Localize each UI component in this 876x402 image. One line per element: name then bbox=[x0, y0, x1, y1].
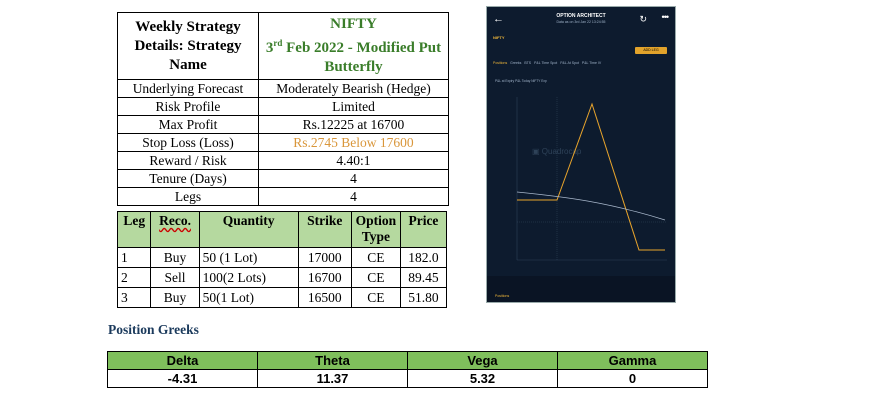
detail-value: Rs.2745 Below 17600 bbox=[258, 133, 449, 152]
reco-cell: Buy bbox=[150, 287, 200, 308]
phone-tab[interactable]: Greeks bbox=[510, 61, 522, 65]
detail-row: Max Profit Rs.12225 at 16700 bbox=[117, 115, 449, 134]
detail-value: Moderately Bearish (Hedge) bbox=[258, 79, 449, 98]
greek-delta-header: Delta bbox=[107, 351, 258, 370]
strategy-date-suffix: rd bbox=[273, 38, 283, 48]
detail-key: Legs bbox=[117, 187, 259, 206]
strike-cell: 16500 bbox=[297, 287, 352, 308]
type-cell: CE bbox=[350, 267, 401, 288]
phone-tab[interactable]: P&L Time IV bbox=[581, 61, 602, 65]
detail-key: Stop Loss (Loss) bbox=[117, 133, 259, 152]
reco-cell: Buy bbox=[150, 247, 200, 268]
greek-theta-header: Theta bbox=[257, 351, 408, 370]
detail-value: 4 bbox=[258, 187, 449, 206]
leg-cell: 3 bbox=[116, 287, 152, 308]
strategy-name-label: Weekly Strategy Details: Strategy Name bbox=[117, 12, 259, 80]
phone-tab[interactable]: P&L Time Spot bbox=[534, 61, 558, 65]
col-price: Price bbox=[399, 211, 448, 248]
detail-key: Tenure (Days) bbox=[117, 169, 259, 188]
payoff-today-line bbox=[516, 191, 666, 221]
leg-cell: 2 bbox=[116, 267, 152, 288]
greek-vega-value: 5.32 bbox=[407, 369, 558, 388]
strike-cell: 16700 bbox=[297, 267, 352, 288]
legs-header-row: Leg Reco. Quantity Strike Option Type Pr… bbox=[116, 211, 448, 248]
leg-cell: 1 bbox=[116, 247, 152, 268]
phone-tabs: Positions Greeks BTS P&L Time Spot P&L A… bbox=[493, 61, 601, 65]
payoff-chart bbox=[516, 97, 667, 261]
detail-row: Underlying Forecast Moderately Bearish (… bbox=[117, 79, 449, 98]
payoff-expiry-line bbox=[517, 102, 665, 251]
legs-table: Leg Reco. Quantity Strike Option Type Pr… bbox=[116, 211, 448, 308]
greek-vega-header: Vega bbox=[407, 351, 558, 370]
back-arrow-icon[interactable]: ← bbox=[493, 13, 504, 25]
detail-row: Reward / Risk 4.40:1 bbox=[117, 151, 449, 170]
greeks-value-row: -4.31 11.37 5.32 0 bbox=[107, 369, 708, 388]
quantity-cell: 100(2 Lots) bbox=[198, 267, 299, 288]
detail-value: 4.40:1 bbox=[258, 151, 449, 170]
strategy-name-value: NIFTY 3rd Feb 2022 - Modified Put Butter… bbox=[258, 12, 449, 80]
col-option-type: Option Type bbox=[350, 211, 401, 248]
strike-cell: 17000 bbox=[297, 247, 352, 268]
nav-positions[interactable]: Positions bbox=[495, 294, 510, 298]
greeks-table: Delta Theta Vega Gamma -4.31 11.37 5.32 … bbox=[107, 351, 708, 388]
phone-tab[interactable]: Positions bbox=[493, 61, 508, 65]
strategy-header-row: Weekly Strategy Details: Strategy Name N… bbox=[117, 12, 449, 80]
phone-app-title: OPTION ARCHITECT bbox=[556, 13, 606, 19]
detail-key: Max Profit bbox=[117, 115, 259, 134]
refresh-icon[interactable]: ↻ bbox=[639, 14, 647, 24]
detail-row: Legs 4 bbox=[117, 187, 449, 206]
quantity-cell: 50(1 Lot) bbox=[198, 287, 299, 308]
phone-navbar: Positions bbox=[487, 276, 675, 302]
phone-symbol-row: NIFTY bbox=[493, 35, 505, 40]
strategy-details-table: Weekly Strategy Details: Strategy Name N… bbox=[117, 12, 449, 206]
strategy-name-rest: Feb 2022 - Modified Put Butterfly bbox=[282, 40, 442, 75]
greek-theta-value: 11.37 bbox=[257, 369, 408, 388]
price-cell: 51.80 bbox=[399, 287, 448, 308]
phone-screenshot: ← OPTION ARCHITECT Data as on 3rd Jan 22… bbox=[486, 6, 676, 303]
detail-key: Risk Profile bbox=[117, 97, 259, 116]
greek-gamma-value: 0 bbox=[557, 369, 708, 388]
detail-row: Tenure (Days) 4 bbox=[117, 169, 449, 188]
table-row: 3 Buy 50(1 Lot) 16500 CE 51.80 bbox=[116, 287, 448, 308]
col-reco: Reco. bbox=[150, 211, 200, 248]
detail-value: Limited bbox=[258, 97, 449, 116]
table-row: 1 Buy 50 (1 Lot) 17000 CE 182.0 bbox=[116, 247, 448, 268]
greeks-header-row: Delta Theta Vega Gamma bbox=[107, 351, 708, 370]
greek-delta-value: -4.31 bbox=[107, 369, 258, 388]
phone-app-subtitle: Data as on 3rd Jan 22 13:24:55 bbox=[556, 20, 606, 24]
phone-topbar: ← OPTION ARCHITECT Data as on 3rd Jan 22… bbox=[487, 7, 675, 33]
detail-row: Risk Profile Limited bbox=[117, 97, 449, 116]
greeks-title: Position Greeks bbox=[108, 322, 199, 337]
strategy-date-day: 3 bbox=[265, 40, 274, 56]
phone-tab[interactable]: BTS bbox=[524, 61, 532, 65]
reco-cell: Sell bbox=[150, 267, 200, 288]
detail-value: 4 bbox=[258, 169, 449, 188]
more-icon[interactable]: ••• bbox=[661, 12, 670, 22]
strategy-symbol: NIFTY bbox=[330, 16, 377, 32]
quantity-cell: 50 (1 Lot) bbox=[198, 247, 299, 268]
col-quantity: Quantity bbox=[198, 211, 299, 248]
col-strike: Strike bbox=[297, 211, 352, 248]
price-cell: 89.45 bbox=[399, 267, 448, 288]
detail-row: Stop Loss (Loss) Rs.2745 Below 17600 bbox=[117, 133, 449, 152]
detail-key: Reward / Risk bbox=[117, 151, 259, 170]
phone-tab[interactable]: P&L At Spot bbox=[560, 61, 579, 65]
detail-key: Underlying Forecast bbox=[117, 79, 259, 98]
col-leg: Leg bbox=[116, 211, 152, 248]
greek-gamma-header: Gamma bbox=[557, 351, 708, 370]
phone-chart-legend: P&L at Expiry P&L Today NIFTY Exp bbox=[495, 79, 547, 83]
detail-value: Rs.12225 at 16700 bbox=[258, 115, 449, 134]
watermark: ▣ Quadrocap bbox=[532, 147, 582, 156]
type-cell: CE bbox=[350, 287, 401, 308]
type-cell: CE bbox=[350, 247, 401, 268]
phone-symbol: NIFTY bbox=[493, 35, 505, 40]
table-row: 2 Sell 100(2 Lots) 16700 CE 89.45 bbox=[116, 267, 448, 288]
add-leg-button[interactable]: ADD LEG bbox=[635, 47, 667, 54]
price-cell: 182.0 bbox=[399, 247, 448, 268]
